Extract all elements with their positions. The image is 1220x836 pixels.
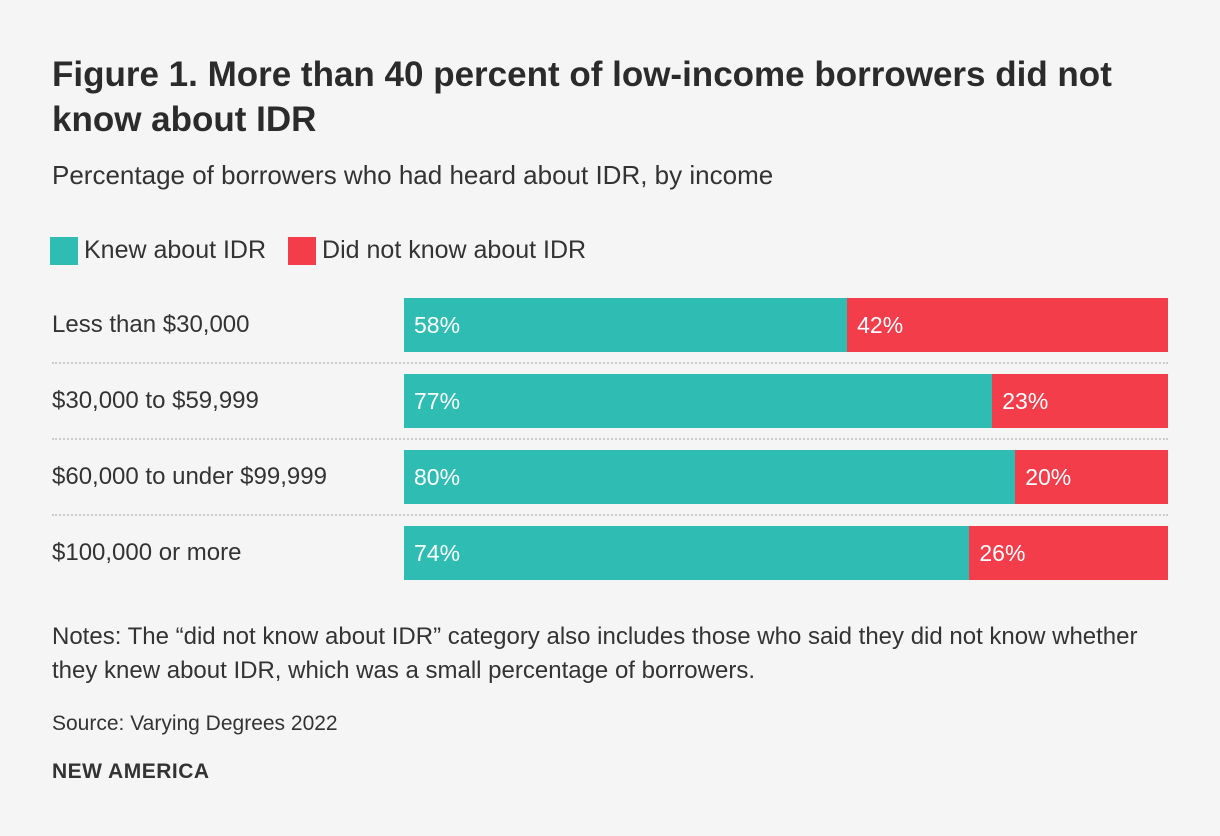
chart-title: Figure 1. More than 40 percent of low-in… [52,55,1112,139]
source: Source: Varying Degrees 2022 [52,712,338,735]
row-divider [52,362,1168,364]
data-label: 77% [414,388,461,414]
bar-did-not-know: 20% [1015,450,1168,504]
data-label: 20% [1025,464,1072,490]
bar-row: Less than $30,000 58% 42% [52,298,1168,352]
brand-logo: NEW AMERICA [52,760,210,783]
bar-row: $100,000 or more 74% 26% [52,526,1168,580]
bar-knew: 74% [404,526,970,580]
legend-label-did-not-know: Did not know about IDR [322,236,587,264]
bar-row: $60,000 to under $99,999 80% 20% [52,450,1168,504]
row-divider [52,438,1168,440]
legend-label-knew: Knew about IDR [84,236,267,264]
legend: Knew about IDR Did not know about IDR [50,236,608,265]
row-divider [52,514,1168,516]
bar-knew: 80% [404,450,1016,504]
category-label: $100,000 or more [52,539,242,566]
bar-did-not-know: 42% [847,298,1168,352]
bar-did-not-know: 26% [969,526,1168,580]
data-label: 74% [414,540,461,566]
legend-item-knew: Knew about IDR [50,236,266,265]
data-label: 58% [414,312,461,338]
bar-knew: 58% [404,298,848,352]
legend-swatch-knew [50,236,78,265]
bar-row: $30,000 to $59,999 77% 23% [52,374,1168,428]
data-label: 80% [414,464,461,490]
data-label: 42% [857,312,904,338]
notes: Notes: The “did not know about IDR” cate… [52,623,1138,684]
chart-subtitle: Percentage of borrowers who had heard ab… [52,160,774,190]
bar-knew: 77% [404,374,993,428]
legend-swatch-did-not-know [288,236,317,265]
category-label: $60,000 to under $99,999 [52,463,327,490]
bar-chart: Less than $30,000 58% 42% $30,000 to $59,99… [0,290,1220,590]
category-label: $30,000 to $59,999 [52,387,259,414]
bar-did-not-know: 23% [992,374,1168,428]
data-label: 26% [979,540,1026,566]
legend-item-did-not-know: Did not know about IDR [288,236,586,265]
category-label: Less than $30,000 [52,311,250,338]
data-label: 23% [1002,388,1049,414]
